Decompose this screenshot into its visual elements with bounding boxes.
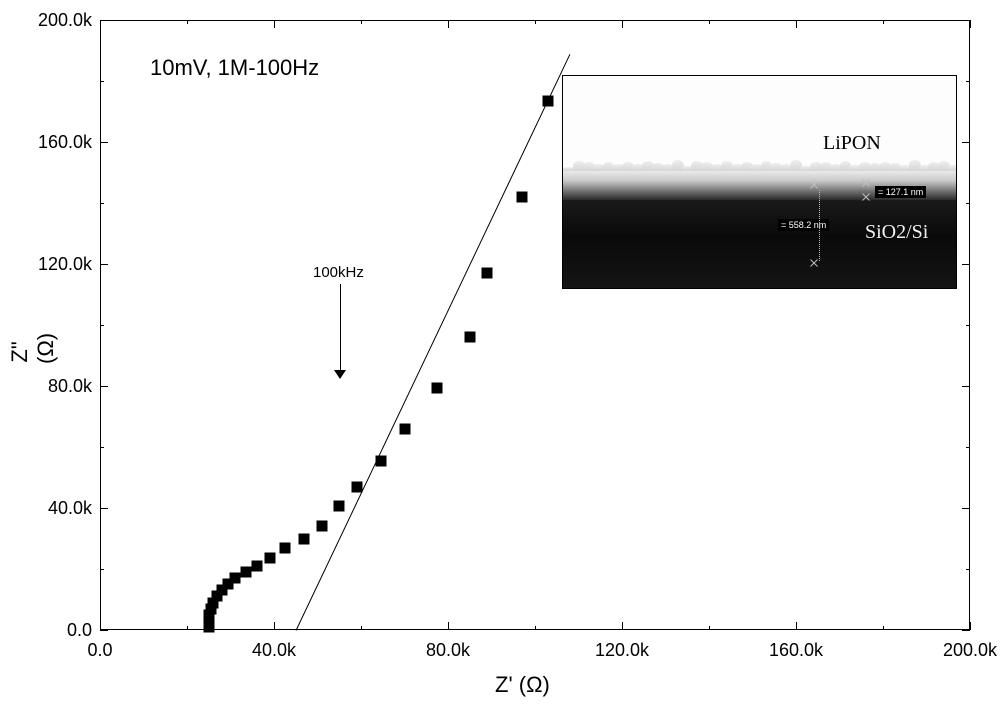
data-point <box>482 268 493 279</box>
data-point <box>264 553 275 564</box>
arrow-label: 100kHz <box>313 264 364 281</box>
tick-label: 120.0k <box>30 254 92 275</box>
data-point <box>464 332 475 343</box>
film-texture <box>948 165 957 171</box>
thickness-badge-1: = 127.1 nm <box>875 186 926 198</box>
impedance-figure: -Z"(Ω) Z' (Ω) 0.0 40.0k 80.0k 120.0k 160.0k 2… <box>0 0 1000 710</box>
data-point <box>334 501 345 512</box>
tick-label: 40.0k <box>30 498 92 519</box>
data-point <box>399 423 410 434</box>
data-point <box>316 521 327 532</box>
measure-cross-icon <box>861 178 871 188</box>
data-point <box>251 560 262 571</box>
x-axis-label: Z' (Ω) <box>495 672 550 698</box>
data-point <box>279 542 290 553</box>
data-point <box>351 481 362 492</box>
conditions-annotation: 10mV, 1M-100Hz <box>150 55 319 81</box>
tick-label: 160.0k <box>766 640 826 661</box>
tick-label: 160.0k <box>30 132 92 153</box>
tick-label: 200.0k <box>940 640 1000 661</box>
tick-label: 120.0k <box>592 640 652 661</box>
data-point <box>229 573 240 584</box>
tick-label: 200.0k <box>30 10 92 31</box>
inset-sky <box>563 76 956 168</box>
tick-label: 80.0k <box>418 640 478 661</box>
y-axis-label: -Z"(Ω) <box>0 340 59 364</box>
arrow-head-icon <box>334 370 346 379</box>
tick-label: 80.0k <box>30 376 92 397</box>
sem-inset: LiPON SiO2/Si = 127.1 nm = 558.2 nm <box>562 75 957 289</box>
data-point <box>432 382 443 393</box>
inset-bottom-label: SiO2/Si <box>865 221 928 244</box>
data-point <box>240 567 251 578</box>
measure-cross-icon <box>809 258 819 268</box>
measure-cross-icon <box>809 180 819 190</box>
tick-label: 0.0 <box>30 620 92 641</box>
inset-top-label: LiPON <box>823 132 881 155</box>
tick-label: 0.0 <box>70 640 130 661</box>
measure-bar <box>819 190 820 261</box>
data-point <box>516 191 527 202</box>
tick-label: 40.0k <box>244 640 304 661</box>
inset-substrate <box>563 200 956 289</box>
measure-cross-icon <box>861 192 871 202</box>
thickness-badge-2: = 558.2 nm <box>778 219 829 231</box>
arrow-shaft <box>340 284 341 372</box>
data-point <box>299 533 310 544</box>
